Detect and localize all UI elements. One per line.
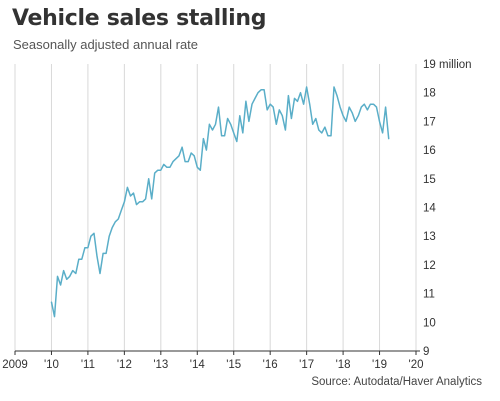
x-tick-label-6: '15 <box>226 359 241 371</box>
axis-layer: 2009 '10 '11 '12 '13 '14 '15 '16 '17 '18 '19 '20 19 … <box>2 59 471 371</box>
y-tick-label-9: 10 <box>423 317 436 329</box>
x-tick-label-11: '20 <box>409 359 424 371</box>
x-tick-label-1: '10 <box>44 359 59 371</box>
y-tick-label-10: 9 <box>423 346 429 358</box>
y-tick-label-3: 16 <box>423 145 436 157</box>
y-tick-label-1: 18 <box>423 88 436 100</box>
chart-subtitle: Seasonally adjusted annual rate <box>13 37 199 52</box>
source-note: Source: Autodata/Haver Analytics <box>311 376 482 388</box>
x-tick-label-3: '12 <box>117 359 132 371</box>
y-tick-label-4: 15 <box>423 174 436 186</box>
series-layer <box>50 86 390 318</box>
series-line-0 <box>50 86 390 318</box>
grid-layer <box>14 64 417 351</box>
x-tick-label-7: '16 <box>263 359 278 371</box>
y-tick-label-7: 12 <box>423 260 436 272</box>
y-tick-label-5: 14 <box>423 203 436 215</box>
x-tick-label-8: '17 <box>299 359 314 371</box>
chart-title: Vehicle sales stalling <box>12 6 267 31</box>
x-tick-label-10: '19 <box>372 359 387 371</box>
y-tick-label-2: 17 <box>423 116 436 128</box>
x-tick-label-5: '14 <box>190 359 206 371</box>
x-tick-label-2: '11 <box>81 359 95 371</box>
y-tick-label-8: 11 <box>423 289 435 301</box>
x-tick-label-0: 2009 <box>2 359 28 371</box>
x-tick-label-9: '18 <box>336 359 351 371</box>
y-tick-label-6: 13 <box>423 231 436 243</box>
x-tick-label-4: '13 <box>153 359 168 371</box>
y-tick-label-0: 19 million <box>423 59 472 71</box>
